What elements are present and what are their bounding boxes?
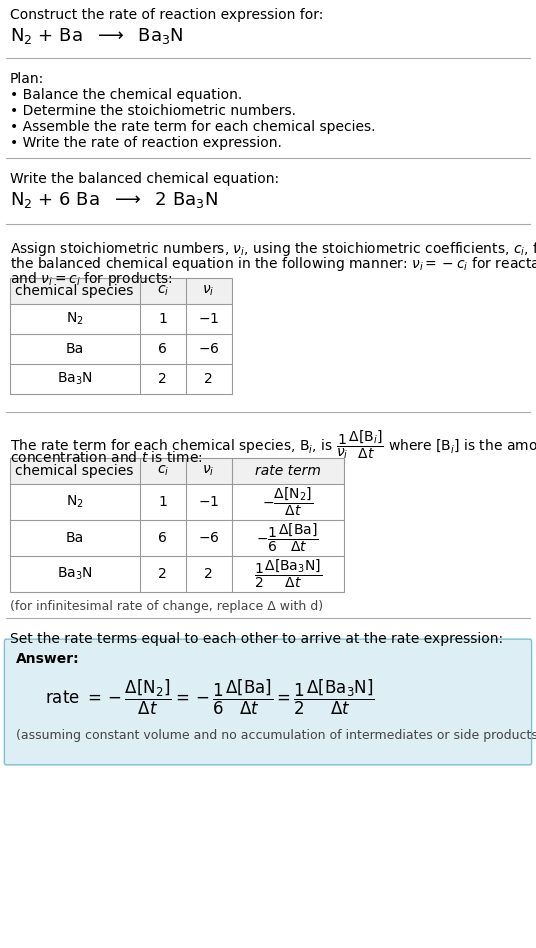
Text: • Assemble the rate term for each chemical species.: • Assemble the rate term for each chemic… (10, 120, 375, 134)
Text: 2: 2 (158, 567, 167, 581)
Text: Set the rate terms equal to each other to arrive at the rate expression:: Set the rate terms equal to each other t… (10, 632, 503, 646)
Text: 6: 6 (158, 531, 167, 545)
Text: rate $= -\dfrac{\Delta[\mathrm{N_2}]}{\Delta t} = -\dfrac{1}{6}\dfrac{\Delta[\ma: rate $= -\dfrac{\Delta[\mathrm{N_2}]}{\D… (45, 678, 375, 717)
Text: 6: 6 (158, 342, 167, 356)
Text: Write the balanced chemical equation:: Write the balanced chemical equation: (10, 172, 279, 186)
Text: $\dfrac{1}{2}\dfrac{\Delta[\mathrm{Ba_3N}]}{\Delta t}$: $\dfrac{1}{2}\dfrac{\Delta[\mathrm{Ba_3N… (254, 557, 322, 591)
Text: $\mathrm{N_2}$ + 6 Ba  $\longrightarrow$  2 $\mathrm{Ba_3N}$: $\mathrm{N_2}$ + 6 Ba $\longrightarrow$ … (10, 190, 218, 210)
Text: • Write the rate of reaction expression.: • Write the rate of reaction expression. (10, 136, 281, 150)
Text: $\nu_i$: $\nu_i$ (203, 283, 215, 299)
Text: $c_i$: $c_i$ (157, 283, 169, 299)
Text: chemical species: chemical species (16, 284, 134, 298)
Text: $-1$: $-1$ (198, 495, 219, 509)
Text: (for infinitesimal rate of change, replace Δ with d): (for infinitesimal rate of change, repla… (10, 600, 323, 613)
Bar (10, 458, 344, 592)
Text: $-\dfrac{\Delta[\mathrm{N_2}]}{\Delta t}$: $-\dfrac{\Delta[\mathrm{N_2}]}{\Delta t}… (262, 485, 313, 519)
Text: $-6$: $-6$ (198, 531, 219, 545)
FancyBboxPatch shape (4, 639, 532, 765)
Text: and $\nu_i = c_i$ for products:: and $\nu_i = c_i$ for products: (10, 270, 173, 288)
Text: $\mathrm{Ba_3N}$: $\mathrm{Ba_3N}$ (57, 371, 93, 387)
Text: rate term: rate term (255, 464, 321, 478)
Text: Plan:: Plan: (10, 72, 44, 86)
Text: the balanced chemical equation in the following manner: $\nu_i = -c_i$ for react: the balanced chemical equation in the fo… (10, 255, 536, 273)
Bar (10, 278, 232, 394)
Text: (assuming constant volume and no accumulation of intermediates or side products): (assuming constant volume and no accumul… (16, 729, 536, 742)
Text: 2: 2 (204, 372, 213, 386)
Text: Assign stoichiometric numbers, $\nu_i$, using the stoichiometric coefficients, $: Assign stoichiometric numbers, $\nu_i$, … (10, 240, 536, 258)
Text: Ba: Ba (65, 531, 84, 545)
Text: $\mathrm{N_2}$: $\mathrm{N_2}$ (66, 494, 84, 510)
Text: $c_i$: $c_i$ (157, 464, 169, 478)
Text: $\mathrm{N_2}$ + Ba  $\longrightarrow$  $\mathrm{Ba_3N}$: $\mathrm{N_2}$ + Ba $\longrightarrow$ $\… (10, 26, 183, 46)
Text: 2: 2 (158, 372, 167, 386)
Bar (10, 458, 344, 484)
Bar (10, 278, 232, 304)
Text: Answer:: Answer: (16, 652, 80, 666)
Text: 1: 1 (158, 495, 167, 509)
Text: $-6$: $-6$ (198, 342, 219, 356)
Text: $\nu_i$: $\nu_i$ (203, 464, 215, 478)
Text: Ba: Ba (65, 342, 84, 356)
Text: 2: 2 (204, 567, 213, 581)
Text: $-1$: $-1$ (198, 312, 219, 326)
Text: chemical species: chemical species (16, 464, 134, 478)
Text: 1: 1 (158, 312, 167, 326)
Text: The rate term for each chemical species, B$_i$, is $\dfrac{1}{\nu_i}\dfrac{\Delt: The rate term for each chemical species,… (10, 428, 536, 461)
Text: • Determine the stoichiometric numbers.: • Determine the stoichiometric numbers. (10, 104, 296, 118)
Text: Construct the rate of reaction expression for:: Construct the rate of reaction expressio… (10, 8, 323, 22)
Text: $\mathrm{N_2}$: $\mathrm{N_2}$ (66, 311, 84, 327)
Text: $-\dfrac{1}{6}\dfrac{\Delta[\mathrm{Ba}]}{\Delta t}$: $-\dfrac{1}{6}\dfrac{\Delta[\mathrm{Ba}]… (256, 521, 319, 555)
Text: $\mathrm{Ba_3N}$: $\mathrm{Ba_3N}$ (57, 566, 93, 582)
Text: concentration and $t$ is time:: concentration and $t$ is time: (10, 450, 203, 465)
Text: • Balance the chemical equation.: • Balance the chemical equation. (10, 88, 242, 102)
